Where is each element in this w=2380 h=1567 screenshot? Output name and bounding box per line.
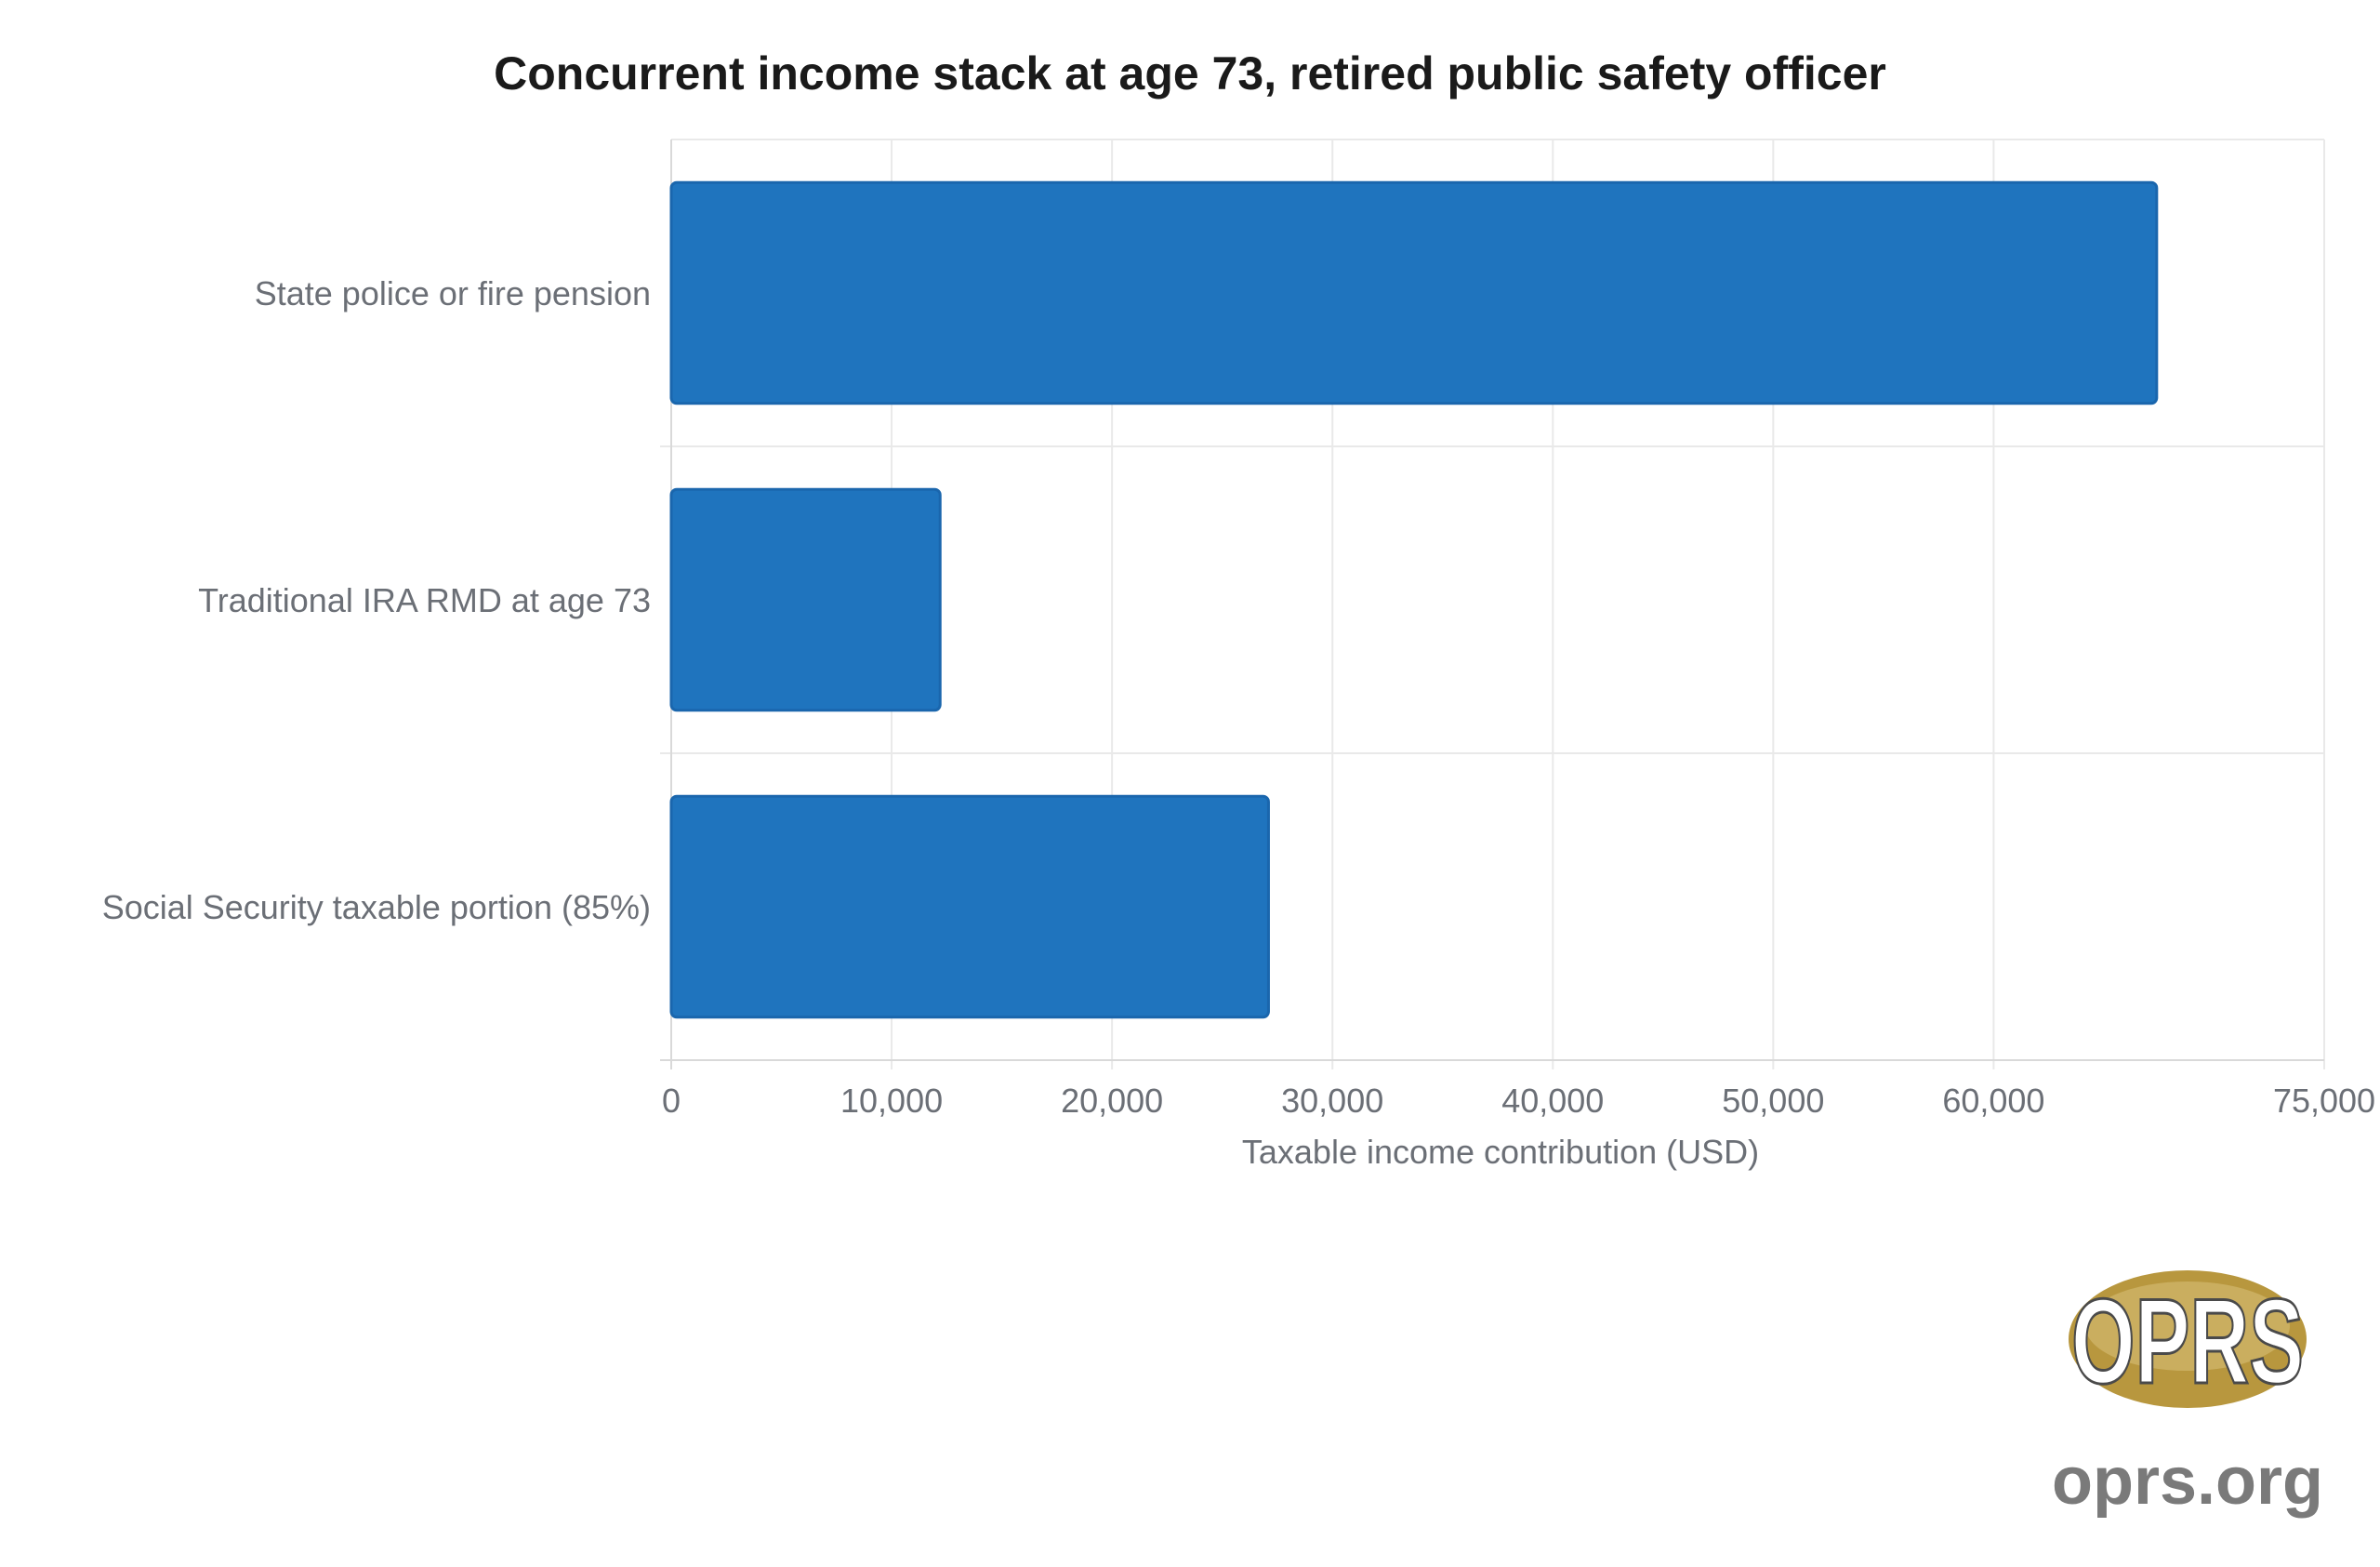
oprs-logo: OPRS bbox=[2069, 1270, 2307, 1411]
x-tick-label: 10,000 bbox=[840, 1082, 943, 1120]
x-tick-label: 75,000 bbox=[2273, 1082, 2375, 1120]
x-tick-label: 40,000 bbox=[1501, 1082, 1604, 1120]
chart-title: Concurrent income stack at age 73, retir… bbox=[494, 47, 1886, 100]
x-tick-label: 60,000 bbox=[1942, 1082, 2044, 1120]
category-label: State police or fire pension bbox=[255, 274, 651, 312]
x-axis-title: Taxable income contribution (USD) bbox=[1242, 1133, 1759, 1171]
x-tick-label: 50,000 bbox=[1722, 1082, 1824, 1120]
category-label: Traditional IRA RMD at age 73 bbox=[198, 581, 651, 619]
bars bbox=[669, 180, 2159, 1019]
category-labels: State police or fire pension Traditional … bbox=[102, 274, 651, 926]
bar bbox=[669, 180, 2159, 405]
site-url: oprs.org bbox=[2052, 1444, 2323, 1519]
x-tick-labels: 0 10,000 20,000 30,000 40,000 50,000 60,000 75,… bbox=[662, 1082, 2375, 1120]
logo-wordmark: OPRS bbox=[2071, 1273, 2304, 1409]
x-tick-label: 30,000 bbox=[1281, 1082, 1383, 1120]
x-tick-label: 0 bbox=[662, 1082, 681, 1120]
bar bbox=[669, 487, 942, 712]
bar bbox=[669, 794, 1270, 1019]
category-label: Social Security taxable portion (85%) bbox=[102, 888, 651, 926]
x-tick-label: 20,000 bbox=[1061, 1082, 1163, 1120]
